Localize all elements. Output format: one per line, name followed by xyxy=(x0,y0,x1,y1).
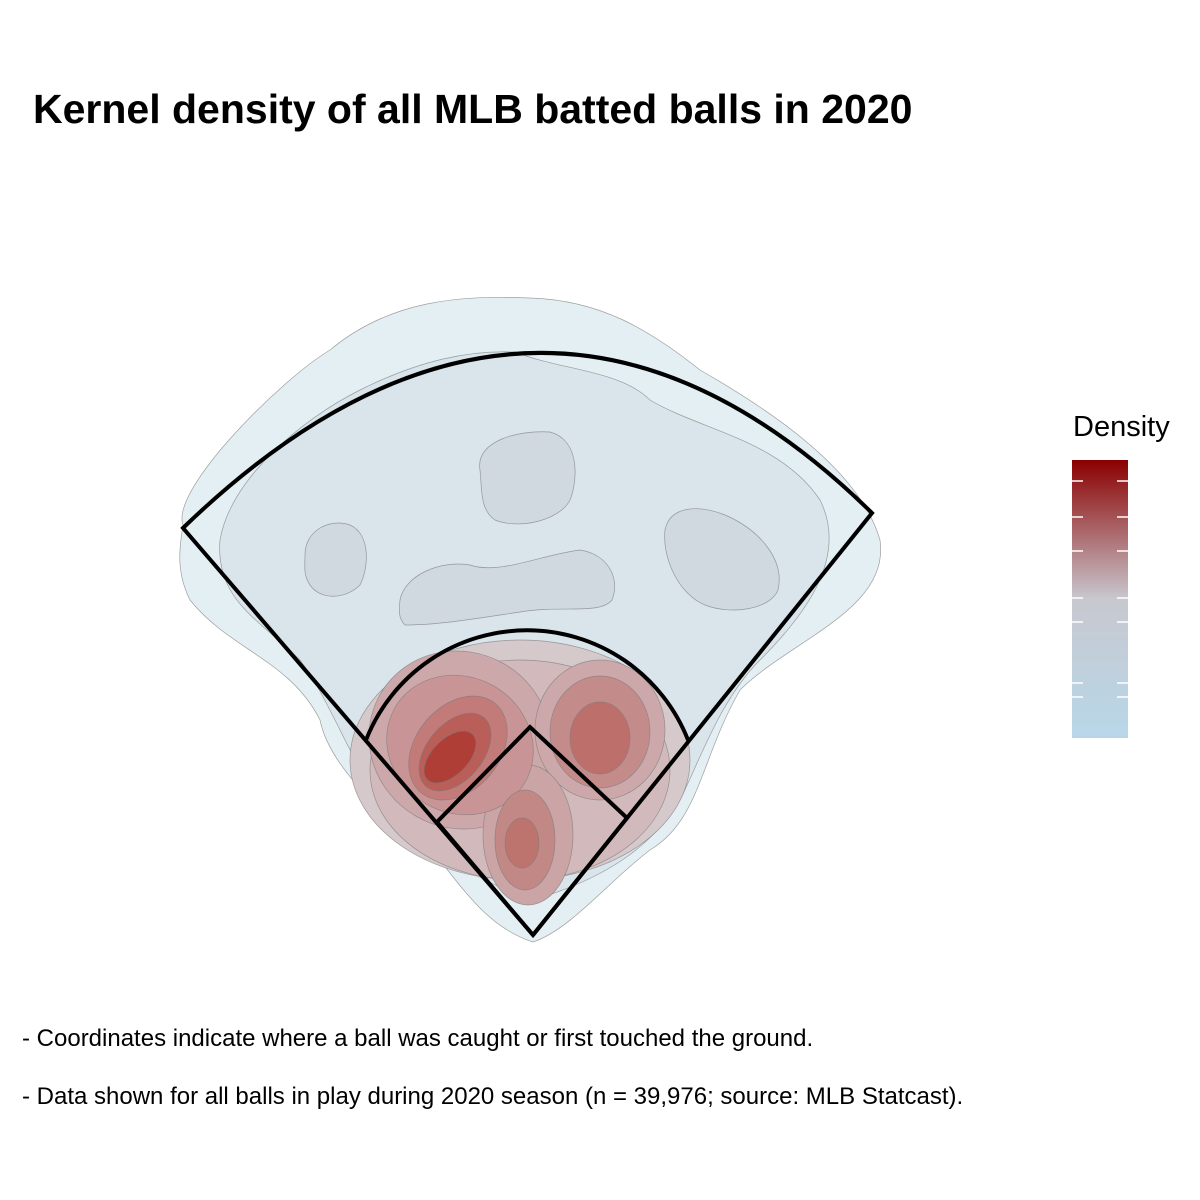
outfield xyxy=(180,351,875,937)
chart-title: Kernel density of all MLB batted balls i… xyxy=(33,86,912,132)
contour xyxy=(504,817,540,869)
field xyxy=(180,351,875,939)
colorbar xyxy=(1072,460,1128,738)
density-contours xyxy=(179,296,881,943)
contour xyxy=(664,508,780,611)
infield-arc xyxy=(364,628,690,741)
contour xyxy=(398,549,615,626)
note: - Coordinates indicate where a ball was … xyxy=(22,1025,813,1052)
contour xyxy=(569,701,631,775)
contour xyxy=(479,431,576,525)
note: - Data shown for all balls in play durin… xyxy=(22,1083,963,1110)
colorbar-ticks xyxy=(1072,480,1128,698)
contour xyxy=(423,730,477,784)
contour xyxy=(304,522,367,597)
legend-title: Density xyxy=(1073,411,1170,443)
infield-diamond xyxy=(434,724,630,939)
